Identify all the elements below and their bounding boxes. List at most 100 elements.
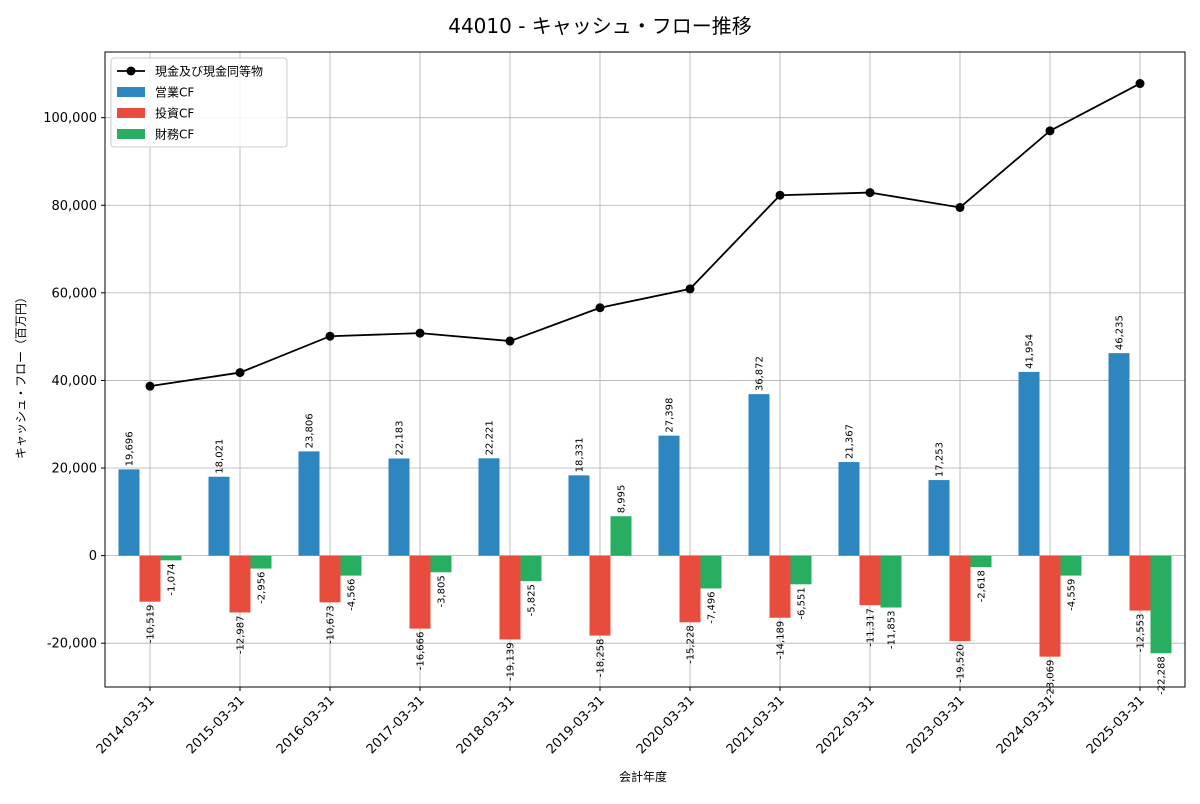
bar-operating — [1108, 353, 1130, 556]
bar-value-label: -18,258 — [596, 639, 607, 678]
bar-operating — [568, 475, 590, 556]
chart-title: 44010 - キャッシュ・フロー推移 — [448, 14, 752, 38]
bar-financing — [610, 516, 632, 556]
x-axis-label: 会計年度 — [619, 769, 667, 784]
bar-value-label: -19,139 — [506, 642, 517, 681]
bar-value-label: -7,496 — [707, 591, 718, 623]
bar-value-label: 46,235 — [1115, 315, 1126, 350]
bar-operating — [118, 469, 140, 556]
bar-investing — [229, 555, 251, 613]
bar-value-label: 19,696 — [125, 431, 136, 466]
bar-value-label: 27,398 — [665, 398, 676, 433]
bar-value-label: 22,221 — [485, 420, 496, 455]
bar-financing — [520, 555, 542, 582]
cash-equivalents-point — [775, 190, 785, 200]
bar-value-label: -11,317 — [866, 608, 877, 647]
bar-investing — [409, 555, 431, 629]
bar-value-label: -6,551 — [797, 587, 808, 619]
legend-label: 現金及び現金同等物 — [155, 64, 263, 79]
bar-operating — [658, 435, 680, 556]
bar-operating — [208, 476, 230, 556]
bar-financing — [430, 555, 452, 573]
y-tick-label: 80,000 — [52, 199, 98, 214]
cash-equivalents-point — [325, 331, 335, 341]
cash-equivalents-point — [1045, 126, 1055, 136]
bar-investing — [1129, 555, 1151, 611]
y-axis-label: キャッシュ・フロー（百万円） — [14, 291, 28, 459]
bar-investing — [319, 555, 341, 603]
bar-financing — [340, 555, 362, 576]
cash-equivalents-point — [415, 328, 425, 338]
bar-value-label: -22,288 — [1157, 656, 1168, 695]
line-layer — [145, 79, 1145, 391]
bar-value-label: 8,995 — [617, 485, 628, 514]
bar-value-label: 21,367 — [845, 424, 856, 459]
bar-financing — [1150, 555, 1172, 654]
bar-investing — [679, 555, 701, 623]
legend-swatch — [117, 87, 145, 97]
bar-value-label: -16,666 — [416, 632, 427, 671]
bar-operating — [838, 462, 860, 556]
bar-operating — [478, 458, 500, 556]
bar-operating — [748, 394, 770, 556]
y-tick-label: -20,000 — [47, 637, 97, 652]
legend-label: 営業CF — [155, 86, 194, 100]
legend-line-marker — [126, 66, 136, 76]
bar-value-label: 18,331 — [575, 437, 586, 472]
bar-value-label: -14,189 — [776, 621, 787, 660]
plot-frame — [104, 51, 1186, 688]
cash-equivalents-point — [1135, 79, 1145, 89]
bar-value-label: -12,553 — [1136, 614, 1147, 653]
bar-investing — [499, 555, 521, 640]
bar-value-label: -15,228 — [686, 625, 697, 664]
y-tick-label: 0 — [89, 549, 97, 564]
bar-value-label: -4,559 — [1067, 579, 1078, 611]
bar-value-label: -10,519 — [146, 605, 157, 644]
cash-equivalents-point — [145, 381, 155, 391]
cash-equivalents-point — [235, 368, 245, 378]
cash-equivalents-point — [505, 336, 515, 346]
bar-value-label: -5,825 — [527, 584, 538, 616]
y-tick-label: 60,000 — [52, 286, 98, 301]
bar-value-label: -2,618 — [977, 570, 988, 602]
y-tick-label: 40,000 — [52, 374, 98, 389]
bar-value-label: 18,021 — [215, 439, 226, 474]
bar-financing — [880, 555, 902, 608]
cash-equivalents-point — [865, 188, 875, 198]
bar-operating — [298, 451, 320, 556]
bar-value-label: 36,872 — [755, 356, 766, 391]
bar-investing — [769, 555, 791, 618]
cash-equivalents-point — [595, 303, 605, 313]
bar-investing — [589, 555, 611, 636]
bar-operating — [388, 458, 410, 556]
bar-operating — [1018, 371, 1040, 556]
bar-value-label: -10,673 — [326, 605, 337, 644]
bar-financing — [160, 555, 182, 561]
bar-value-label: 41,954 — [1025, 334, 1036, 369]
legend-swatch — [117, 108, 145, 118]
bar-investing — [139, 555, 161, 602]
bar-value-label: -11,853 — [887, 611, 898, 650]
bar-financing — [1060, 555, 1082, 576]
bar-investing — [859, 555, 881, 606]
label-layer: 19,696 18,021 23,806 22,183 22,221 18,331 27,3… — [125, 315, 1168, 698]
bar-value-label: -4,566 — [347, 579, 358, 611]
cash-equivalents-point — [685, 284, 695, 294]
bar-value-label: 17,253 — [935, 442, 946, 477]
legend-label: 財務CF — [155, 127, 194, 142]
bar-value-label: -19,520 — [956, 644, 967, 683]
bar-value-label: -23,069 — [1046, 660, 1057, 699]
legend-box — [110, 57, 288, 148]
bar-layer — [118, 353, 1172, 657]
cash-equivalents-point — [955, 202, 965, 212]
bar-financing — [790, 555, 812, 585]
bar-financing — [970, 555, 992, 568]
bar-value-label: -2,956 — [257, 572, 268, 604]
bar-financing — [250, 555, 272, 569]
bar-financing — [700, 555, 722, 589]
bar-value-label: 22,183 — [395, 420, 406, 455]
bar-investing — [949, 555, 971, 642]
